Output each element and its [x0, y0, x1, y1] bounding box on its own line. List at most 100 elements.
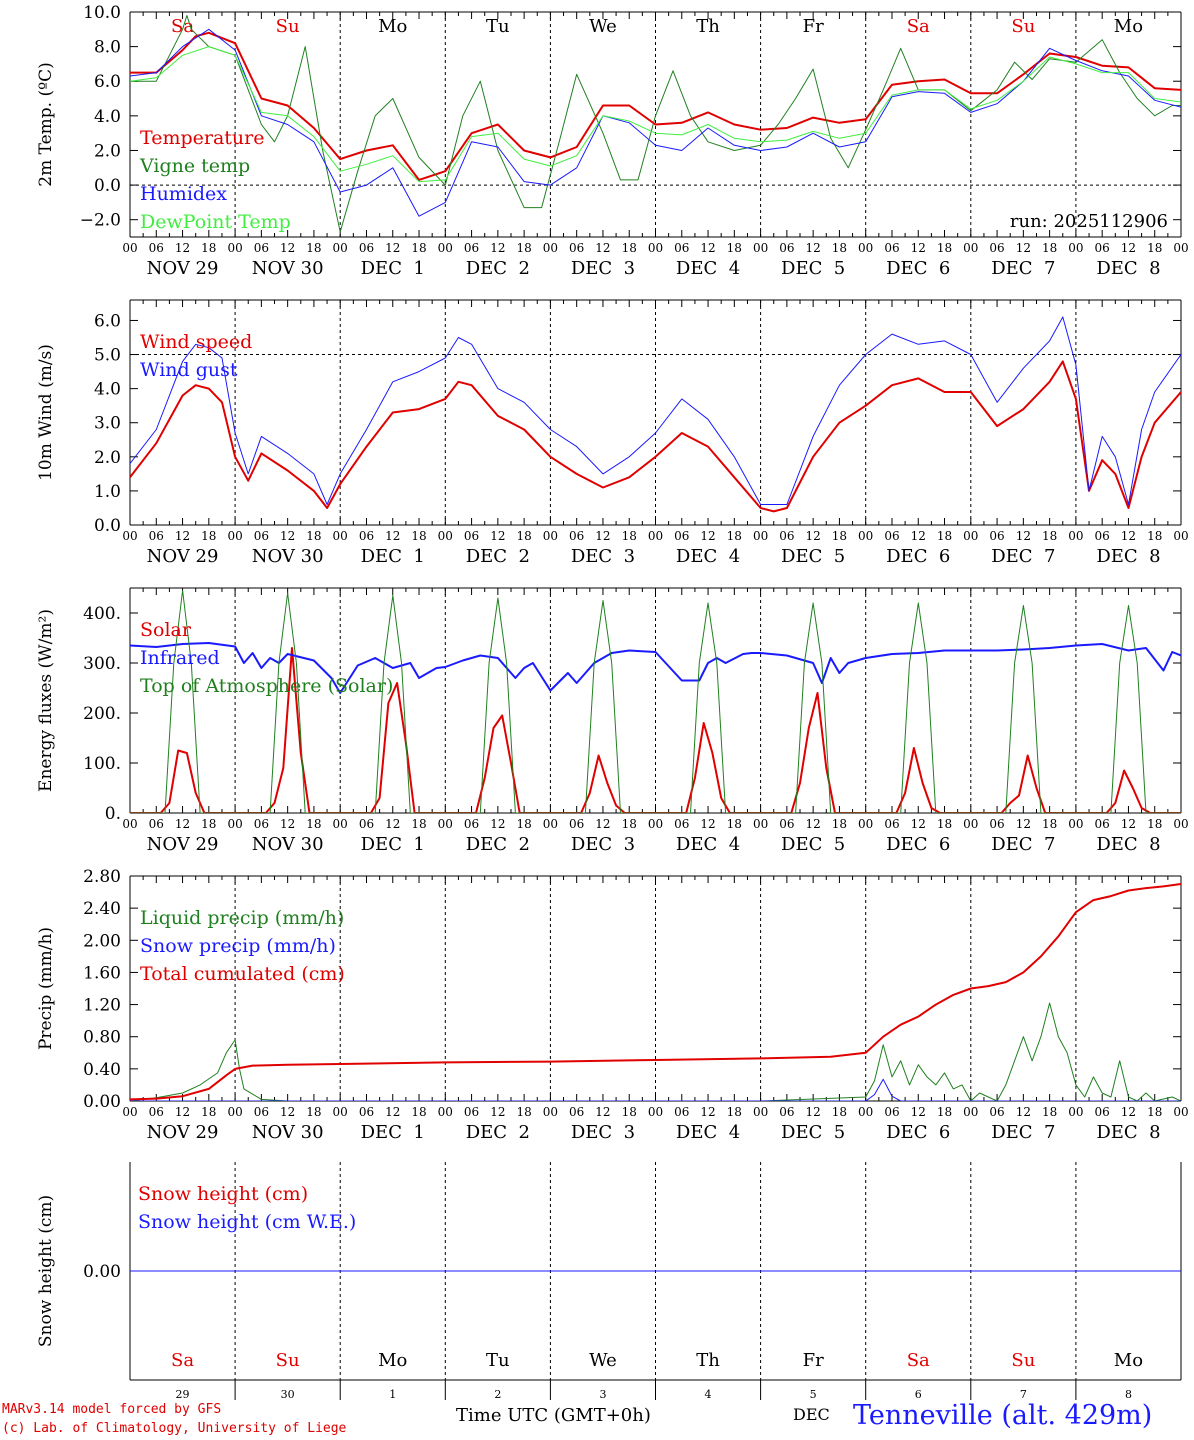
hour-tick-label: 12	[806, 529, 821, 543]
y-tick-label: 2.40	[83, 899, 121, 919]
hour-tick-label: 12	[280, 1105, 295, 1119]
hour-tick-label: 00	[648, 241, 663, 255]
hour-tick-label: 12	[175, 817, 190, 831]
y-axis-label: 10m Wind (m/s)	[36, 344, 56, 481]
hour-tick-label: 00	[122, 529, 137, 543]
weekday-label: Mo	[378, 16, 407, 37]
hour-tick-label: 18	[411, 1105, 426, 1119]
hour-tick-label: 00	[858, 817, 873, 831]
hour-tick-label: 00	[438, 1105, 453, 1119]
hour-tick-label: 06	[779, 1105, 794, 1119]
hour-tick-label: 12	[806, 1105, 821, 1119]
y-tick-label: 0.00	[83, 1092, 121, 1112]
y-axis-label: Snow height (cm)	[36, 1195, 56, 1347]
hour-tick-label: 12	[280, 529, 295, 543]
hour-tick-label: 12	[1016, 529, 1031, 543]
series-vigne-temp	[130, 15, 1181, 233]
date-label: DEC 8	[1096, 258, 1160, 279]
hour-tick-label: 12	[595, 241, 610, 255]
date-label: DEC 8	[1096, 546, 1160, 567]
hour-tick-label: 18	[411, 241, 426, 255]
hour-tick-label: 12	[490, 817, 505, 831]
hour-tick-label: 00	[438, 817, 453, 831]
hour-tick-label: 00	[543, 1105, 558, 1119]
hour-tick-label: 00	[227, 817, 242, 831]
weekday-label: Su	[276, 16, 300, 37]
date-label: DEC 8	[1096, 834, 1160, 855]
hour-tick-label: 12	[911, 529, 926, 543]
hour-tick-label: 00	[753, 529, 768, 543]
hour-tick-label: 12	[700, 817, 715, 831]
legend-entry: Temperature	[140, 127, 264, 149]
date-label: DEC 7	[991, 258, 1055, 279]
weekday-label: Fr	[803, 16, 824, 37]
hour-tick-label: 18	[622, 241, 637, 255]
hour-tick-label: 06	[674, 1105, 689, 1119]
y-tick-label: 5.0	[94, 346, 121, 366]
hour-tick-label: 12	[1121, 817, 1136, 831]
y-tick-label: 1.20	[83, 996, 121, 1016]
hour-tick-label: 12	[175, 1105, 190, 1119]
series-wind-gust	[130, 316, 1181, 505]
station-label: Tenneville (alt. 429m)	[853, 1400, 1153, 1431]
date-label: DEC 5	[781, 546, 845, 567]
hour-tick-label: 18	[411, 529, 426, 543]
hour-tick-label: 00	[963, 817, 978, 831]
y-tick-label: 6.0	[94, 72, 121, 92]
weekday-label: Sa	[171, 1350, 194, 1371]
hour-tick-label: 06	[149, 817, 164, 831]
date-label: DEC 8	[1096, 1122, 1160, 1143]
date-label: DEC 7	[991, 546, 1055, 567]
y-tick-label: 0.0	[94, 516, 121, 536]
hour-tick-label: 12	[806, 241, 821, 255]
y-tick-label: 0.	[105, 804, 121, 824]
hour-tick-label: 06	[464, 1105, 479, 1119]
series-group	[130, 590, 1181, 813]
hour-tick-label: 12	[280, 817, 295, 831]
day-number-label: 6	[915, 1388, 922, 1401]
hour-tick-label: 06	[359, 817, 374, 831]
y-tick-label: 0.80	[83, 1028, 121, 1048]
y-tick-label: 6.0	[94, 311, 121, 331]
hour-tick-label: 00	[122, 241, 137, 255]
chart-panel-5: 29 30 1 2 3 4 5 6 7 8 Sa Su Mo Tu We Th Fr Sa Su Mo 0.00 Snow…	[36, 1162, 1182, 1401]
weekday-label: We	[589, 16, 617, 37]
y-tick-label: 4.0	[94, 107, 121, 127]
hour-tick-label: 18	[937, 529, 952, 543]
model-credit-line1: MARv3.14 model forced by GFS	[2, 1402, 222, 1417]
legend-entry: Snow precip (mm/h)	[140, 935, 336, 957]
hour-tick-label: 18	[937, 241, 952, 255]
date-label: DEC 2	[466, 834, 530, 855]
hour-tick-label: 18	[727, 529, 742, 543]
legend-entry: Wind speed	[140, 331, 252, 353]
weekday-label: Tu	[486, 1350, 510, 1371]
day-number-label: 30	[281, 1388, 295, 1401]
y-tick-label: 0.0	[94, 176, 121, 196]
hour-tick-label: 12	[911, 241, 926, 255]
hour-tick-label: 06	[569, 817, 584, 831]
series-wind-speed	[130, 360, 1181, 513]
hour-tick-label: 00	[543, 817, 558, 831]
weekday-label: Su	[1011, 16, 1035, 37]
legend-entry: Wind gust	[140, 359, 238, 381]
day-number-label: 5	[810, 1388, 817, 1401]
hour-tick-label: 00	[753, 817, 768, 831]
y-tick-label: 300.	[83, 654, 121, 674]
hour-tick-label: 00	[963, 529, 978, 543]
legend-entry: Snow height (cm W.E.)	[138, 1211, 356, 1233]
date-label: DEC 1	[361, 834, 425, 855]
hour-tick-label: 06	[779, 817, 794, 831]
date-label: DEC 5	[781, 1122, 845, 1143]
hour-tick-label: 18	[1042, 817, 1057, 831]
series-snow-precip-mm-h	[130, 1078, 1181, 1101]
y-tick-label: 1.60	[83, 963, 121, 983]
legend-entry: Infrared	[140, 647, 220, 669]
hour-tick-label: 00	[333, 1105, 348, 1119]
day-number-label: 29	[176, 1388, 190, 1401]
legend-entry: Humidex	[140, 183, 227, 205]
chart-panel-3: 00 06 12 18 00 06 12 18 00 06 12 18 00 06 12 18 00 06 12 18…	[36, 587, 1189, 855]
date-label: DEC 2	[466, 1122, 530, 1143]
time-axis-label: Time UTC (GMT+0h)	[456, 1405, 651, 1426]
date-label: DEC 3	[571, 546, 635, 567]
